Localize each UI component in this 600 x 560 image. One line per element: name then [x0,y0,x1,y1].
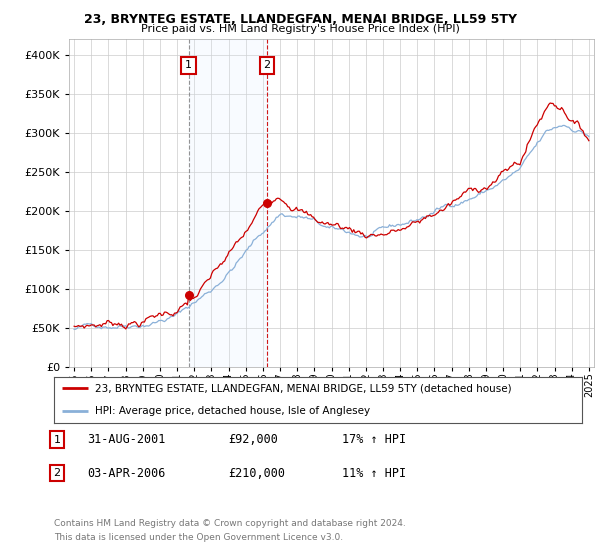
Text: £92,000: £92,000 [228,433,278,446]
Text: 23, BRYNTEG ESTATE, LLANDEGFAN, MENAI BRIDGE, LL59 5TY (detached house): 23, BRYNTEG ESTATE, LLANDEGFAN, MENAI BR… [95,384,512,393]
Text: Price paid vs. HM Land Registry's House Price Index (HPI): Price paid vs. HM Land Registry's House … [140,24,460,34]
Text: 31-AUG-2001: 31-AUG-2001 [87,433,166,446]
Text: 1: 1 [53,435,61,445]
Text: 23, BRYNTEG ESTATE, LLANDEGFAN, MENAI BRIDGE, LL59 5TY: 23, BRYNTEG ESTATE, LLANDEGFAN, MENAI BR… [83,13,517,26]
Text: Contains HM Land Registry data © Crown copyright and database right 2024.: Contains HM Land Registry data © Crown c… [54,519,406,528]
Bar [190,39,268,367]
Text: 17% ↑ HPI: 17% ↑ HPI [342,433,406,446]
Text: 2: 2 [53,468,61,478]
Text: This data is licensed under the Open Government Licence v3.0.: This data is licensed under the Open Gov… [54,533,343,542]
Text: 11% ↑ HPI: 11% ↑ HPI [342,466,406,480]
Text: 2: 2 [263,60,271,71]
Text: £210,000: £210,000 [228,466,285,480]
Text: HPI: Average price, detached house, Isle of Anglesey: HPI: Average price, detached house, Isle… [95,407,370,416]
Text: 1: 1 [185,60,192,71]
Text: 03-APR-2006: 03-APR-2006 [87,466,166,480]
